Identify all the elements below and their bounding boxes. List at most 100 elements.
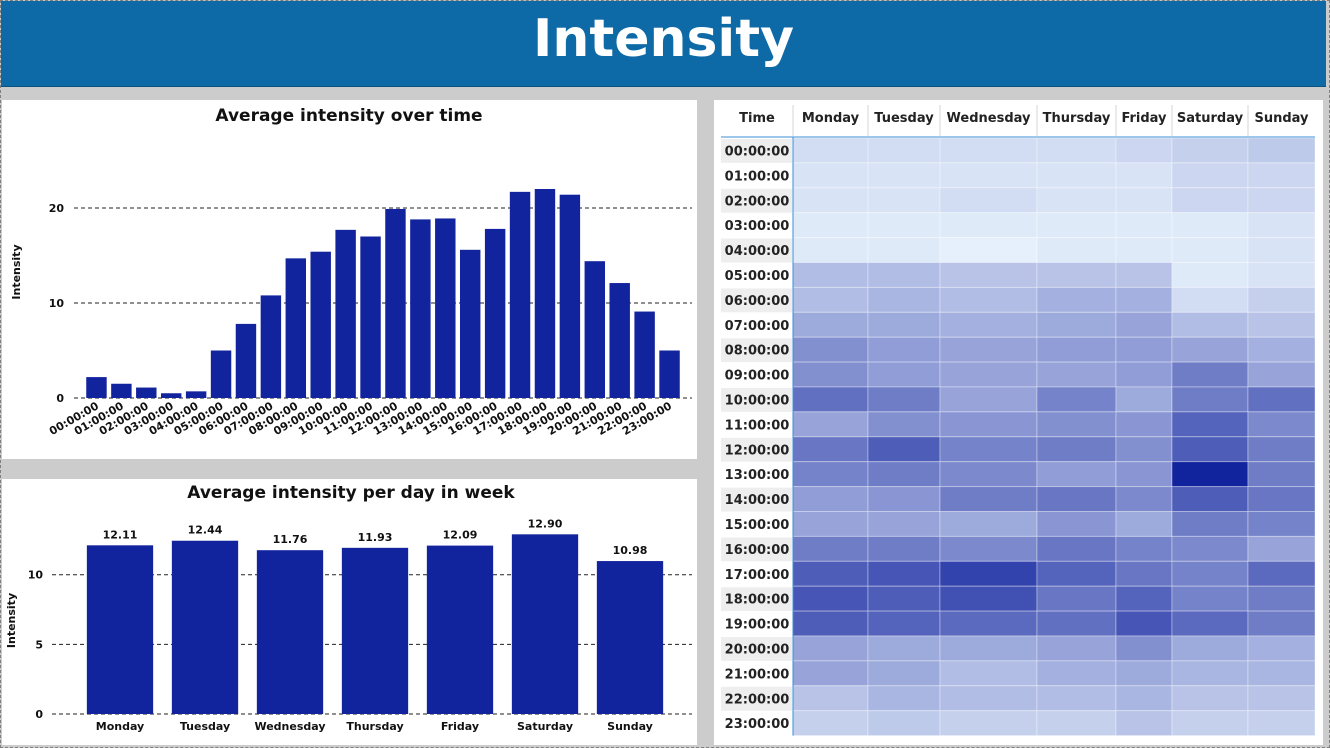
heatmap-cell: [939, 685, 1038, 712]
heatmap-row-label: 07:00:00: [725, 319, 790, 334]
heatmap-cell: [939, 610, 1038, 637]
heatmap-cell: [867, 461, 941, 488]
heatmap-cell: [792, 411, 869, 438]
chart-title: Average intensity over time: [215, 106, 482, 126]
row-label-background: [721, 363, 792, 387]
row-label-background: [721, 562, 792, 587]
heatmap-cell: [1115, 237, 1173, 264]
bar: [459, 249, 481, 398]
heatmap-cell: [1036, 486, 1117, 513]
page-title: Intensity: [532, 9, 795, 69]
heatmap-cell: [1115, 286, 1173, 313]
heatmap-cell: [867, 585, 941, 612]
row-label-background: [721, 313, 792, 338]
bar: [335, 229, 356, 398]
bar: [634, 311, 655, 398]
heatmap-cell: [1247, 436, 1316, 463]
heatmap-column-header: Thursday: [1043, 111, 1111, 126]
heatmap-column-header: Wednesday: [947, 111, 1031, 126]
bar: [235, 323, 257, 398]
heatmap-cell: [792, 585, 869, 612]
heatmap-cell: [1036, 710, 1117, 737]
heatmap-cell: [939, 535, 1038, 562]
heatmap-column-header: Saturday: [1177, 111, 1244, 126]
heatmap-cell: [1115, 137, 1173, 164]
heatmap-cell: [1115, 212, 1173, 239]
heatmap-cell: [792, 386, 869, 413]
heatmap-row-label: 10:00:00: [725, 393, 790, 408]
heatmap-cell: [1247, 710, 1316, 737]
heatmap-cell: [1115, 535, 1173, 562]
heatmap-row-label: 17:00:00: [725, 568, 790, 583]
heatmap-cell: [1115, 187, 1173, 214]
heatmap-cell: [1036, 212, 1117, 239]
heatmap-cell: [1171, 535, 1249, 562]
heatmap-cell: [792, 535, 869, 562]
heatmap-cell: [867, 361, 941, 388]
heatmap-row-label: 11:00:00: [725, 418, 790, 433]
heatmap-cell: [1247, 311, 1316, 338]
header-banner: Intensity: [1, 1, 1326, 87]
heatmap-cell: [1171, 585, 1249, 612]
heatmap-row-header: Time: [739, 111, 775, 126]
data-label: 11.76: [273, 533, 308, 546]
heatmap-row-label: 16:00:00: [725, 543, 790, 558]
heatmap-cell: [939, 386, 1038, 413]
chart-title: Average intensity per day in week: [187, 483, 515, 503]
row-label-background: [721, 686, 792, 711]
heatmap-cell: [1247, 585, 1316, 612]
heatmap-cell: [1115, 162, 1173, 189]
heatmap-cell: [792, 336, 869, 363]
heatmap-column-header: Friday: [1121, 111, 1167, 126]
heatmap-cell: [1036, 311, 1117, 338]
heatmap-cell: [792, 610, 869, 637]
heatmap-row-label: 21:00:00: [725, 667, 790, 682]
heatmap-cell: [1171, 212, 1249, 239]
row-label-background: [721, 661, 792, 686]
heatmap-cell: [1115, 386, 1173, 413]
heatmap-cell: [1115, 585, 1173, 612]
heatmap-cell: [1036, 187, 1117, 214]
heatmap-cell: [1036, 535, 1117, 562]
heatmap-cell: [867, 486, 941, 513]
bar: [484, 228, 506, 398]
heatmap-cell: [792, 286, 869, 313]
intensity-heatmap-panel: Time Monday Tuesday Wednesday Thursday Friday…: [714, 100, 1323, 745]
heatmap-cell: [867, 286, 941, 313]
x-tick-label: Thursday: [346, 720, 403, 733]
bar: [171, 540, 239, 714]
row-label-background: [721, 388, 792, 412]
row-label-background: [721, 139, 792, 163]
heatmap-cell: [1036, 660, 1117, 687]
heatmap-cell: [1171, 137, 1249, 164]
heatmap-cell: [867, 710, 941, 737]
heatmap-cell: [1171, 486, 1249, 513]
heatmap-row-label: 19:00:00: [725, 618, 790, 633]
heatmap-cell: [792, 635, 869, 662]
heatmap-cell: [1171, 610, 1249, 637]
heatmap-cell: [1171, 710, 1249, 737]
heatmap-cell: [867, 212, 941, 239]
y-axis-label: Intensity: [5, 593, 18, 648]
heatmap-cell: [1115, 635, 1173, 662]
heatmap-row-label: 15:00:00: [725, 518, 790, 533]
heatmap-cell: [939, 187, 1038, 214]
bar: [659, 350, 680, 398]
heatmap-cell: [792, 685, 869, 712]
heatmap-cell: [939, 262, 1038, 288]
heatmap-cell: [1247, 486, 1316, 513]
x-tick-label: Monday: [96, 720, 144, 733]
heatmap-cell: [792, 710, 869, 737]
heatmap-cell: [1036, 560, 1117, 587]
y-tick-label: 20: [49, 202, 65, 215]
row-label-background: [721, 537, 792, 562]
heatmap-cell: [1115, 262, 1173, 288]
heatmap-cell: [1036, 610, 1117, 637]
bar: [534, 189, 556, 398]
heatmap-cell: [1247, 212, 1316, 239]
heatmap-cell: [1171, 685, 1249, 712]
heatmap-cell: [1247, 187, 1316, 214]
heatmap-cell: [939, 436, 1038, 463]
heatmap-cell: [1171, 436, 1249, 463]
heatmap-cell: [1247, 162, 1316, 189]
